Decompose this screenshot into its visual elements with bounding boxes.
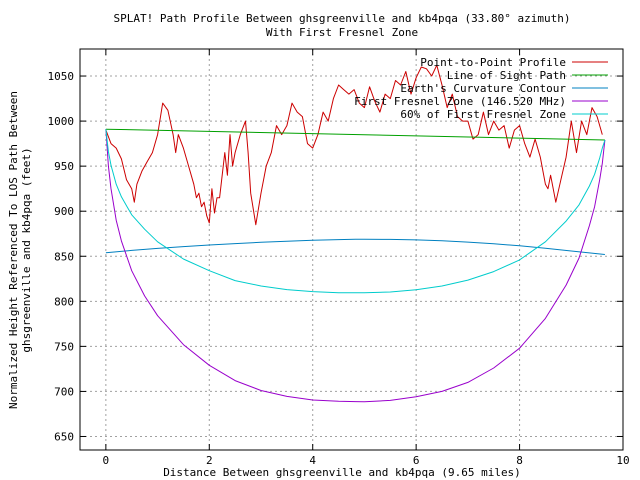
x-tick-label: 6 xyxy=(413,454,420,467)
y-tick-label: 1000 xyxy=(48,115,75,128)
y-tick-label: 950 xyxy=(54,160,74,173)
y-tick-label: 750 xyxy=(54,340,74,353)
y-tick-label: 700 xyxy=(54,385,74,398)
series-line-3 xyxy=(105,129,606,403)
y-axis-label: Normalized Height Referenced To LOS Path… xyxy=(7,91,33,409)
legend-label-4: 60% of First Fresnel Zone xyxy=(400,108,566,121)
x-axis-label: Distance Between ghsgreenville and kb4pq… xyxy=(163,466,521,479)
data-series xyxy=(105,64,606,403)
x-tick-label: 0 xyxy=(103,454,110,467)
chart-title: SPLAT! Path Profile Between ghsgreenvill… xyxy=(114,12,571,25)
series-line-4 xyxy=(105,129,606,294)
y-tick-label: 1050 xyxy=(48,70,75,83)
y-tick-label: 650 xyxy=(54,430,74,443)
series-line-1 xyxy=(105,128,605,141)
series-line-0 xyxy=(105,64,603,226)
x-axis-tick-labels: 0 2 4 6 8 10 xyxy=(103,454,630,467)
legend-label-0: Point-to-Point Profile xyxy=(420,56,566,69)
series-line-2 xyxy=(105,238,605,255)
legend-label-1: Line of Sight Path xyxy=(447,69,566,82)
y-axis-label-line-1: Normalized Height Referenced To LOS Path… xyxy=(7,91,20,409)
chart-subtitle: With First Fresnel Zone xyxy=(266,26,418,39)
x-tick-label: 10 xyxy=(616,454,629,467)
y-tick-label: 900 xyxy=(54,205,74,218)
y-axis-label-line-2: ghsgreenville and kb4pqa (feet) xyxy=(20,147,33,352)
legend-label-2: Earth's Curvature Contour xyxy=(400,82,566,95)
x-tick-label: 2 xyxy=(206,454,213,467)
legend-label-3: First Fresnel Zone (146.520 MHz) xyxy=(354,95,566,108)
y-tick-label: 850 xyxy=(54,250,74,263)
x-tick-label: 4 xyxy=(309,454,316,467)
y-axis-tick-labels: 650 700 750 800 850 900 950 1000 1050 xyxy=(48,70,75,443)
x-tick-label: 8 xyxy=(516,454,523,467)
plot-frame xyxy=(79,48,624,451)
y-tick-label: 800 xyxy=(54,295,74,308)
